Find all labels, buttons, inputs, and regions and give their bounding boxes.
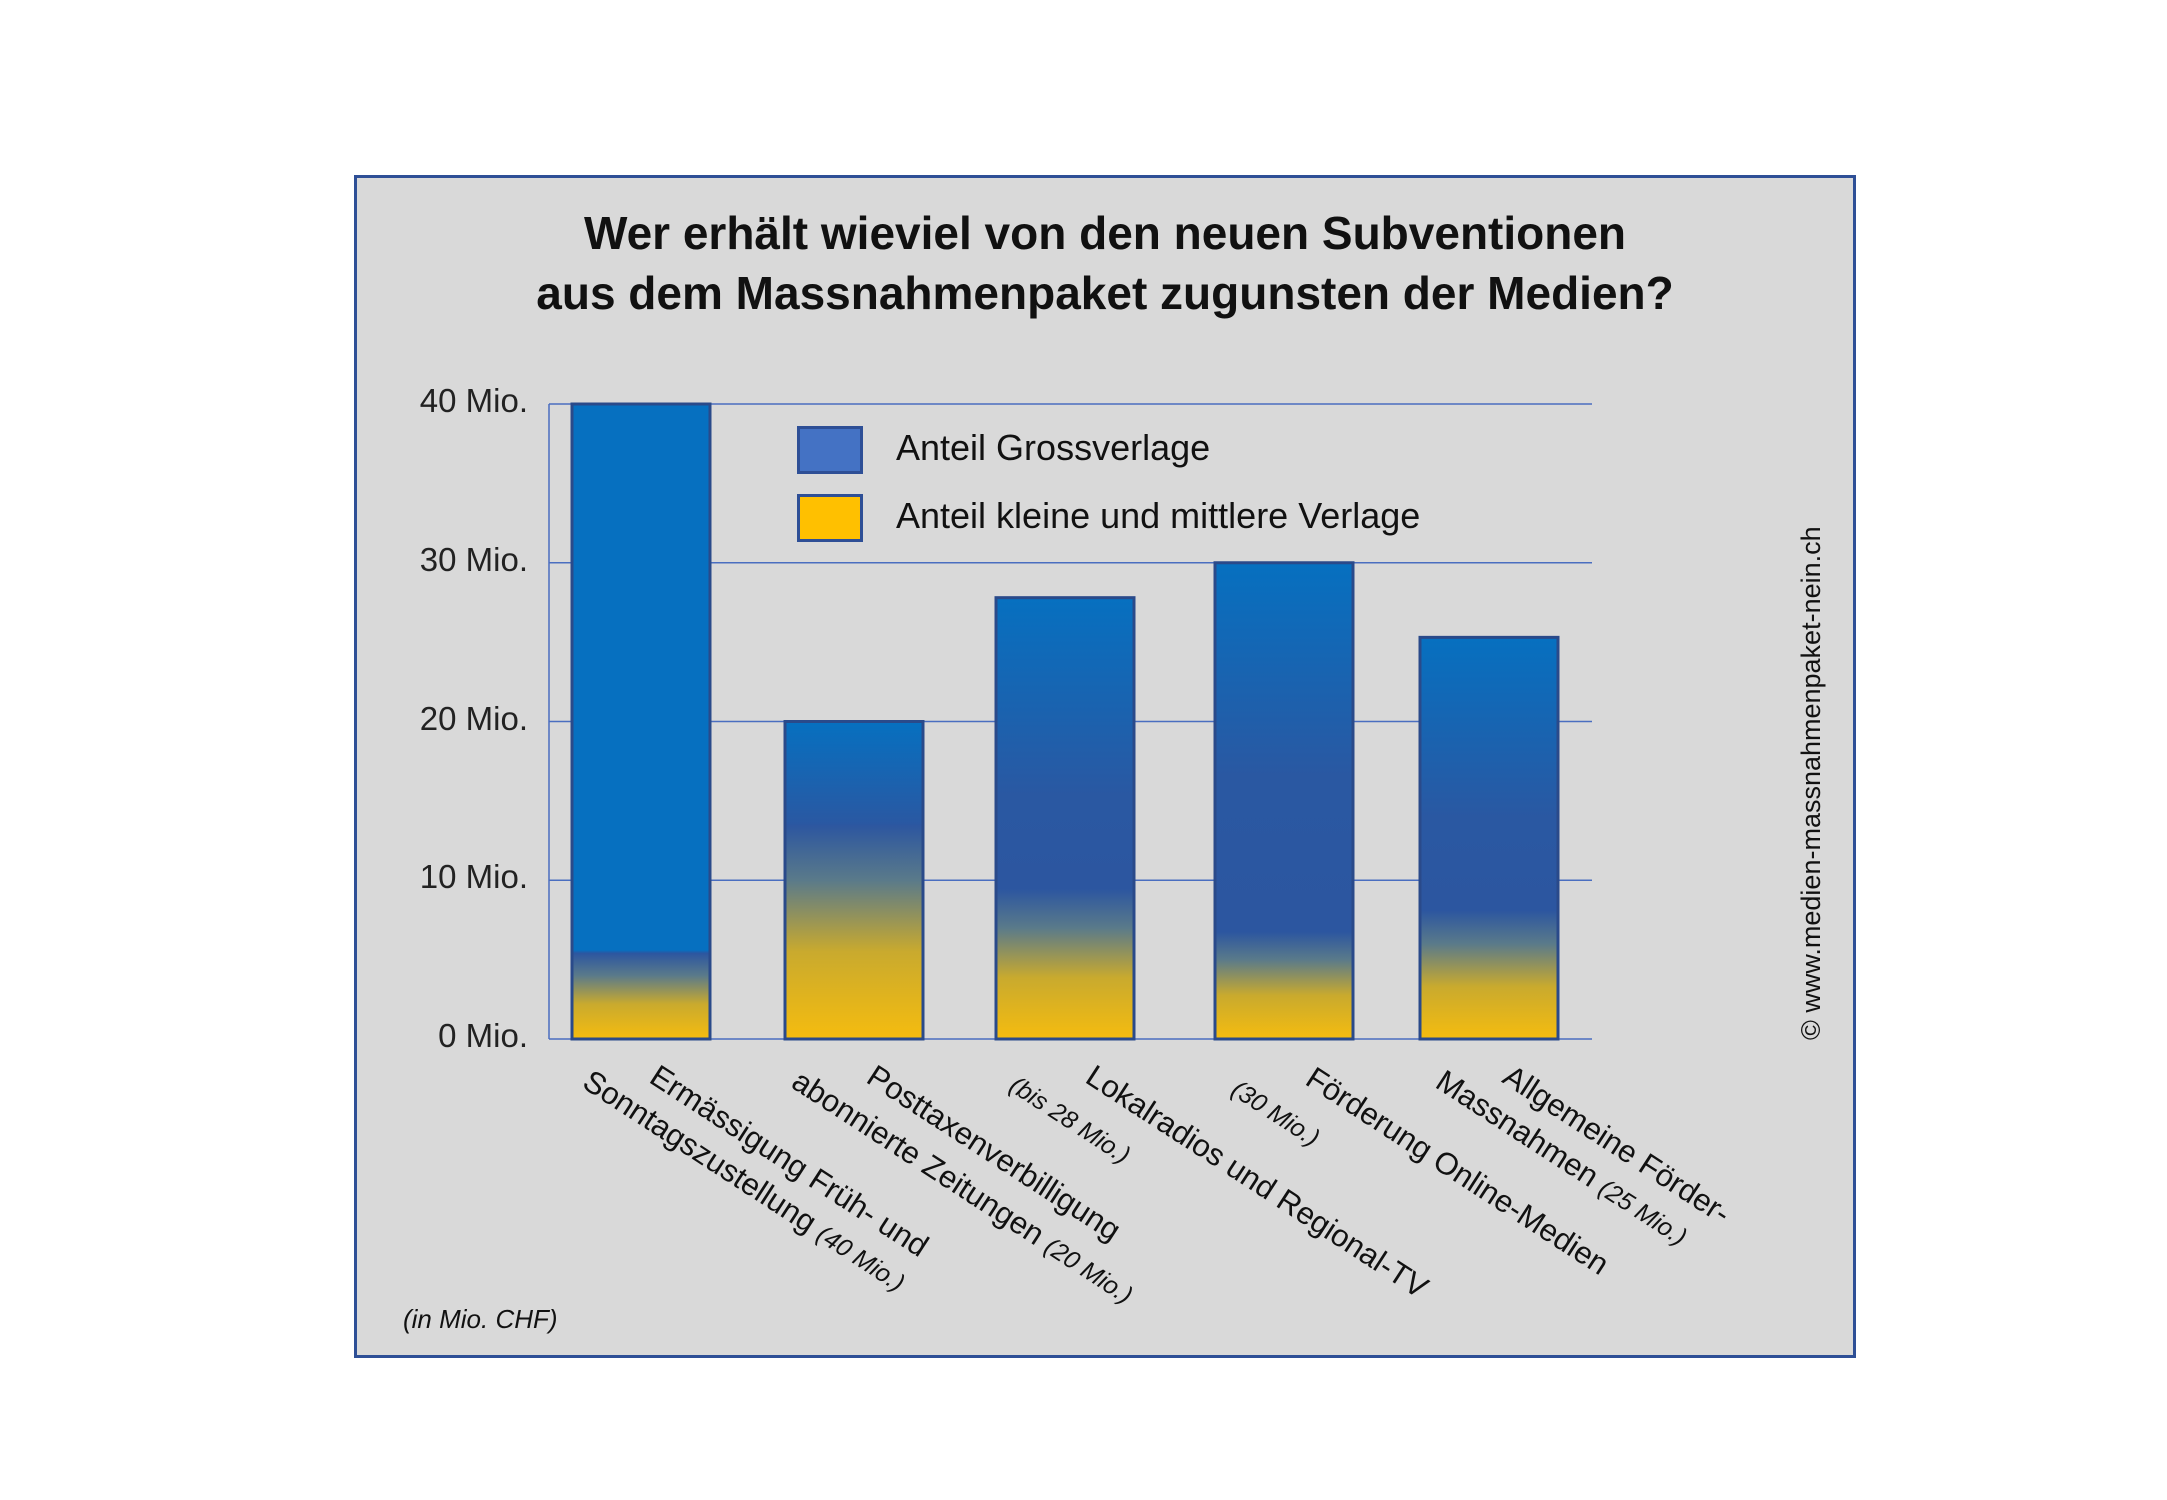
chart-title-line-1: Wer erhält wieviel von den neuen Subvent…	[583, 207, 1627, 259]
bar-1	[570, 402, 712, 1041]
legend-swatch-kmu-verlage	[797, 494, 863, 542]
bar-3	[994, 596, 1136, 1041]
legend-label-grossverlage: Anteil Grossverlage	[896, 427, 1211, 468]
y-tick-label: 30 Mio.	[419, 540, 528, 578]
unit-note: (in Mio. CHF)	[403, 1304, 558, 1334]
bar-4	[1213, 561, 1355, 1041]
legend-swatch-grossverlage	[797, 426, 863, 474]
watermark-url: © www.medien-massnahmenpaket-nein.ch	[1796, 526, 1826, 1040]
legend-label-kmu-verlage: Anteil kleine und mittlere Verlage	[896, 495, 1421, 536]
y-tick-label: 20 Mio.	[419, 699, 528, 737]
y-tick-label: 0 Mio.	[438, 1017, 528, 1054]
chart-title-line-2: aus dem Massnahmenpaket zugunsten der Me…	[536, 267, 1674, 319]
y-tick-label: 10 Mio.	[419, 858, 528, 896]
bar-2	[783, 720, 925, 1041]
y-tick-label: 40 Mio.	[419, 382, 528, 419]
bar-5	[1418, 635, 1560, 1041]
